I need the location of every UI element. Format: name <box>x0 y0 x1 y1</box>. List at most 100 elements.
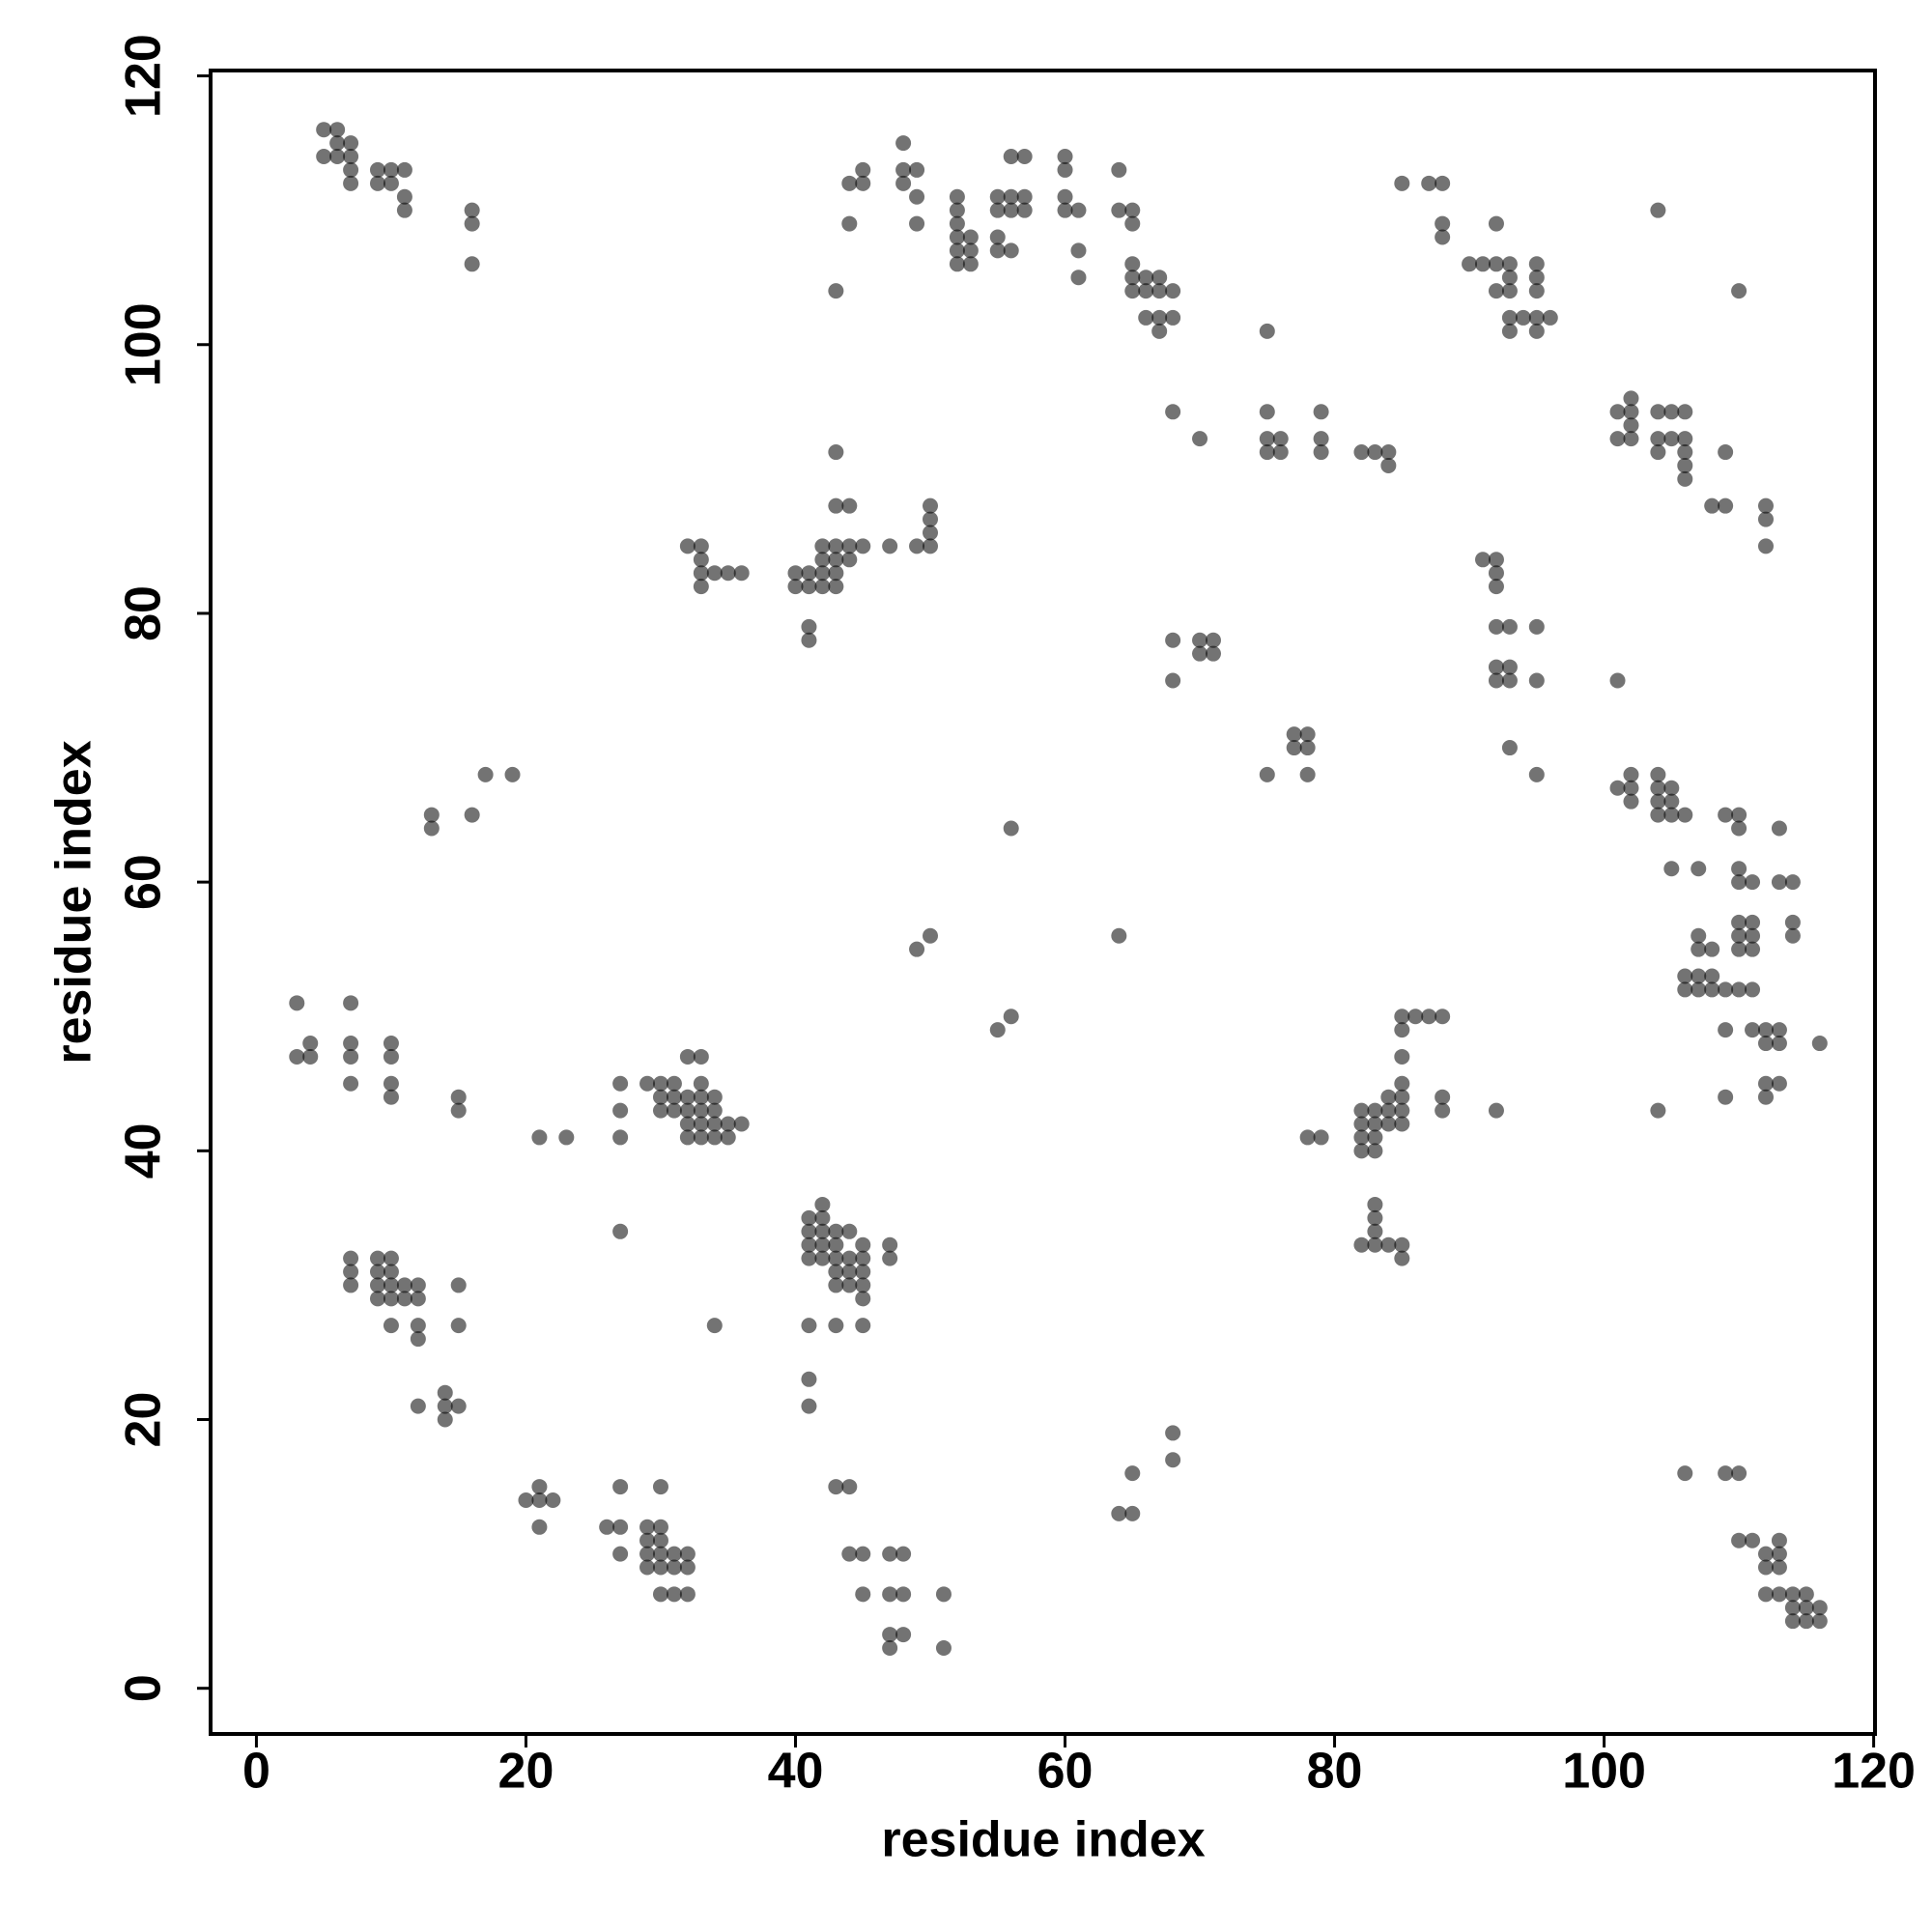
contact-point <box>841 1223 858 1239</box>
contact-point <box>706 1318 723 1334</box>
contact-point <box>841 175 858 191</box>
contact-point <box>989 242 1006 259</box>
contact-point <box>612 1102 629 1119</box>
contact-point <box>828 538 844 554</box>
contact-point <box>679 1129 696 1146</box>
contact-point <box>1124 1465 1141 1482</box>
contact-point <box>693 565 709 582</box>
contact-point <box>1609 404 1626 420</box>
contact-point <box>1528 309 1545 326</box>
contact-point <box>923 538 939 554</box>
contact-point <box>1394 1250 1410 1266</box>
contact-point <box>1057 188 1073 205</box>
contact-point <box>1138 270 1154 286</box>
contact-point <box>1731 927 1747 944</box>
contact-point <box>1757 1036 1774 1052</box>
contact-point <box>1435 1009 1451 1025</box>
contact-point <box>1771 1022 1787 1038</box>
contact-point <box>1124 1505 1141 1521</box>
contact-point <box>1488 618 1504 635</box>
contact-point <box>1784 874 1801 891</box>
contact-point <box>531 1492 548 1508</box>
contact-point <box>895 175 912 191</box>
contact-point <box>1704 968 1720 984</box>
contact-point <box>652 1559 668 1576</box>
contact-point <box>1192 431 1208 447</box>
contact-point <box>1151 309 1168 326</box>
contact-point <box>801 1223 817 1239</box>
contact-point <box>1811 1613 1828 1630</box>
contact-point <box>909 215 925 232</box>
contact-point <box>1677 404 1693 420</box>
contact-point <box>1811 1036 1828 1052</box>
contact-point <box>679 1116 696 1132</box>
contact-point <box>1380 1089 1397 1105</box>
contact-point <box>1138 309 1154 326</box>
contact-point <box>693 1129 709 1146</box>
contact-point <box>1528 256 1545 272</box>
contact-point <box>531 1519 548 1535</box>
contact-point <box>801 1209 817 1226</box>
contact-point <box>828 1236 844 1253</box>
contact-point <box>1435 229 1451 245</box>
contact-point <box>1663 861 1680 877</box>
contact-point <box>1394 1089 1410 1105</box>
contact-point <box>1353 1129 1370 1146</box>
contact-point <box>1650 431 1666 447</box>
contact-point <box>1501 323 1518 339</box>
contact-point <box>1488 283 1504 299</box>
contact-point <box>1380 1102 1397 1119</box>
contact-point <box>1718 497 1734 514</box>
contact-point <box>383 161 399 178</box>
contact-point <box>855 1318 871 1334</box>
contact-point <box>302 1036 319 1052</box>
contact-point <box>1394 175 1410 191</box>
contact-point <box>1731 820 1747 837</box>
contact-point <box>450 1398 467 1414</box>
contact-point <box>1718 807 1734 823</box>
contact-point <box>1650 807 1666 823</box>
contact-point <box>652 1586 668 1603</box>
contact-point <box>855 1250 871 1266</box>
contact-point <box>841 1264 858 1280</box>
contact-point <box>450 1102 467 1119</box>
contact-point <box>909 188 925 205</box>
contact-point <box>895 1627 912 1643</box>
contact-point <box>1165 672 1181 689</box>
contact-point <box>612 1546 629 1562</box>
contact-point <box>1488 215 1504 232</box>
contact-point <box>1380 457 1397 473</box>
contact-point <box>706 1116 723 1132</box>
contact-point <box>814 1223 831 1239</box>
contact-point <box>316 122 332 138</box>
contact-point <box>531 1129 548 1146</box>
contact-point <box>814 1209 831 1226</box>
contact-point <box>1677 457 1693 473</box>
contact-point <box>1435 1089 1451 1105</box>
contact-point <box>450 1277 467 1293</box>
contact-point <box>383 1291 399 1307</box>
contact-point <box>1609 431 1626 447</box>
contact-point <box>1501 672 1518 689</box>
contact-point <box>935 1586 952 1603</box>
y-tick-label: 60 <box>116 854 172 910</box>
contact-point <box>828 1277 844 1293</box>
contact-point <box>1407 1009 1424 1025</box>
contact-point <box>1016 149 1033 165</box>
contact-point <box>464 202 480 218</box>
contact-point <box>1650 780 1666 796</box>
contact-point <box>410 1291 426 1307</box>
contact-point <box>1501 740 1518 756</box>
contact-point <box>1745 914 1761 930</box>
contact-point <box>1313 1129 1329 1146</box>
contact-point <box>1731 914 1747 930</box>
contact-point <box>855 1277 871 1293</box>
contact-point <box>1690 941 1707 957</box>
contact-point <box>1299 740 1316 756</box>
contact-point <box>1488 579 1504 595</box>
contact-point <box>1623 431 1639 447</box>
contact-point <box>1111 927 1127 944</box>
contact-point <box>1677 1465 1693 1482</box>
contact-point <box>437 1411 453 1428</box>
contact-point <box>652 1532 668 1548</box>
